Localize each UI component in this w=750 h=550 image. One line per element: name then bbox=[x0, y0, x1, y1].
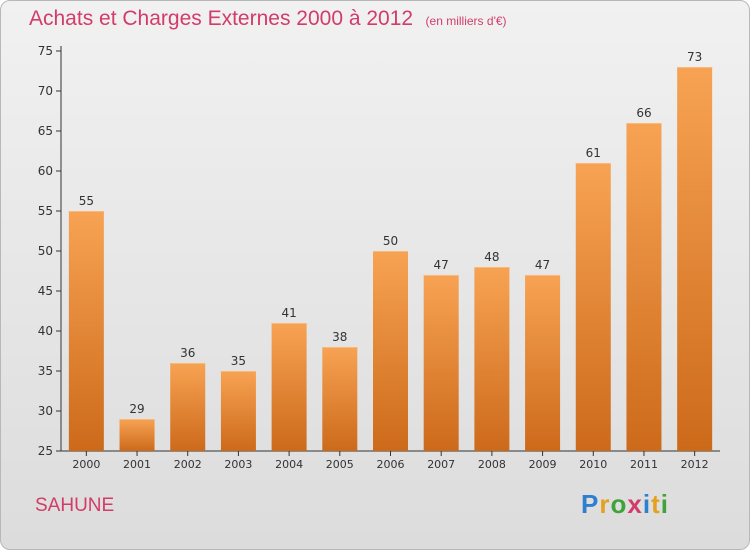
bar bbox=[423, 275, 459, 451]
x-tick-label: 2003 bbox=[224, 458, 252, 471]
bar bbox=[474, 267, 510, 451]
x-tick-label: 2000 bbox=[72, 458, 100, 471]
y-tick-label: 75 bbox=[38, 44, 53, 58]
data-label: 38 bbox=[332, 330, 347, 344]
y-tick-label: 50 bbox=[38, 244, 53, 258]
bar bbox=[170, 363, 206, 451]
bar bbox=[373, 251, 408, 451]
bar bbox=[677, 67, 713, 451]
y-tick-label: 40 bbox=[38, 324, 53, 338]
data-label: 47 bbox=[434, 258, 449, 272]
y-tick-label: 45 bbox=[38, 284, 53, 298]
data-label: 61 bbox=[586, 146, 601, 160]
proxiti-logo: Proxiti bbox=[581, 489, 669, 519]
data-label: 73 bbox=[687, 50, 702, 64]
x-tick-label: 2009 bbox=[529, 458, 557, 471]
bar bbox=[68, 211, 104, 451]
data-label: 36 bbox=[180, 346, 195, 360]
data-label: 50 bbox=[383, 234, 398, 248]
y-tick-label: 55 bbox=[38, 204, 53, 218]
data-label: 48 bbox=[484, 250, 499, 264]
data-label: 41 bbox=[281, 306, 296, 320]
x-tick-label: 2011 bbox=[630, 458, 658, 471]
x-tick-label: 2010 bbox=[579, 458, 607, 471]
data-label: 29 bbox=[129, 402, 144, 416]
x-tick-label: 2005 bbox=[326, 458, 354, 471]
commune-name: SAHUNE bbox=[35, 495, 115, 516]
bar bbox=[322, 347, 358, 451]
data-label: 47 bbox=[535, 258, 550, 272]
y-tick-label: 60 bbox=[38, 164, 53, 178]
bar bbox=[575, 163, 611, 451]
bar bbox=[525, 275, 561, 451]
x-tick-label: 2004 bbox=[275, 458, 303, 471]
chart-title: Achats et Charges Externes 2000 à 2012 bbox=[29, 7, 414, 30]
y-tick-label: 35 bbox=[38, 364, 53, 378]
title-row: Achats et Charges Externes 2000 à 2012 (… bbox=[29, 7, 507, 31]
data-label: 55 bbox=[79, 194, 94, 208]
x-tick-label: 2006 bbox=[377, 458, 405, 471]
x-tick-label: 2008 bbox=[478, 458, 506, 471]
bar bbox=[220, 371, 256, 451]
x-tick-label: 2001 bbox=[123, 458, 151, 471]
chart-subtitle: (en milliers d'€) bbox=[425, 14, 507, 28]
y-tick-label: 30 bbox=[38, 404, 53, 418]
bar bbox=[271, 323, 307, 451]
data-label: 66 bbox=[636, 106, 651, 120]
x-tick-label: 2007 bbox=[427, 458, 455, 471]
bar bbox=[119, 419, 155, 451]
x-tick-label: 2012 bbox=[681, 458, 709, 471]
y-tick-label: 65 bbox=[38, 124, 53, 138]
y-tick-label: 25 bbox=[38, 444, 53, 458]
x-tick-label: 2002 bbox=[174, 458, 202, 471]
data-label: 35 bbox=[231, 354, 246, 368]
bar bbox=[626, 123, 662, 451]
y-tick-label: 70 bbox=[38, 84, 53, 98]
